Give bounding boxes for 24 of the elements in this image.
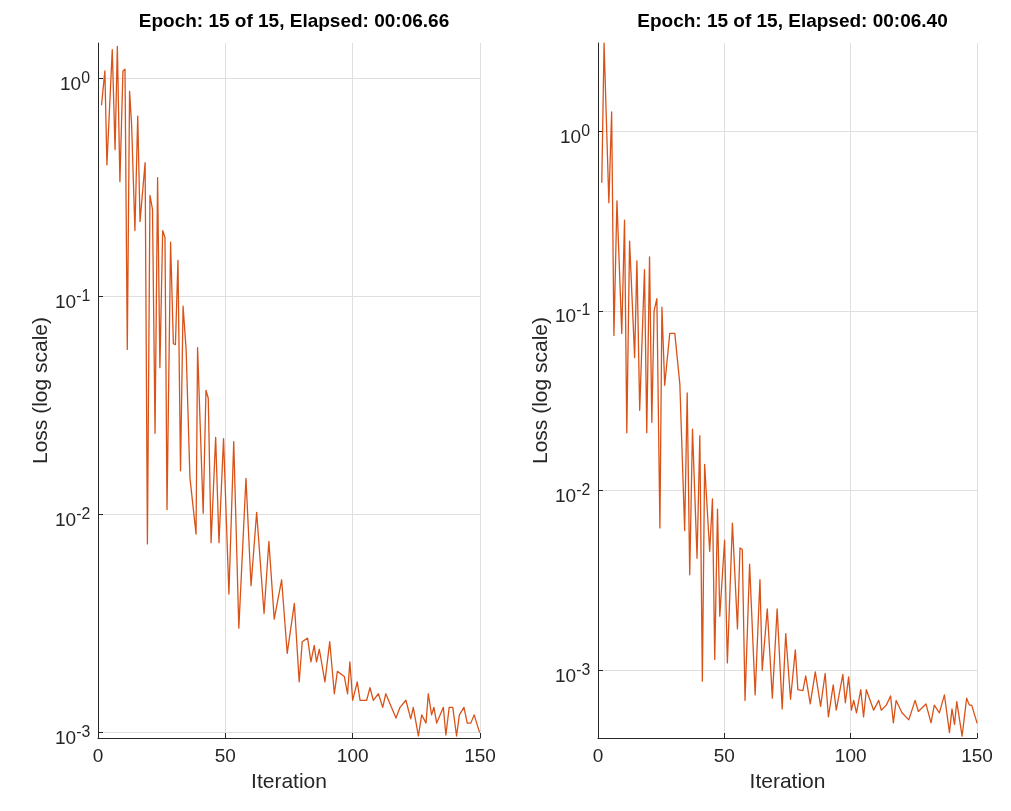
y-tick-label: 10$^{0}$	[60, 68, 90, 94]
x-axis-title: Iteration	[749, 768, 826, 792]
y-tick-label: 10$^{-1}$	[55, 286, 91, 312]
line-series	[100, 45, 481, 737]
y-tick-label: 10$^{-3}$	[555, 660, 591, 687]
x-tick-label: 50	[713, 745, 735, 766]
y-axis-title: Loss (log scale)	[28, 316, 51, 465]
chart-title: Epoch: 15 of 15, Elapsed: 00:06.40	[637, 10, 948, 31]
chart-title: Epoch: 15 of 15, Elapsed: 00:06.66	[138, 10, 450, 31]
x-tick-label: 150	[961, 745, 993, 766]
line-series	[601, 42, 978, 737]
x-tick-label: 100	[336, 745, 369, 766]
x-tick-label: 100	[834, 745, 867, 766]
y-tick-label: 10$^{-2}$	[555, 481, 591, 507]
x-axis-title: Iteration	[251, 768, 327, 792]
y-tick-label: 10$^{-1}$	[555, 301, 591, 327]
x-tick-label: 50	[214, 745, 236, 766]
x-tick-label: 0	[592, 745, 604, 766]
y-tick-label: 10$^{0}$	[560, 121, 590, 148]
y-tick-label: 10$^{-2}$	[55, 504, 91, 530]
x-tick-label: 0	[92, 745, 104, 766]
y-axis-title: Loss (log scale)	[528, 316, 551, 465]
y-tick-label: 10$^{-3}$	[55, 722, 91, 748]
x-tick-label: 150	[464, 745, 496, 766]
